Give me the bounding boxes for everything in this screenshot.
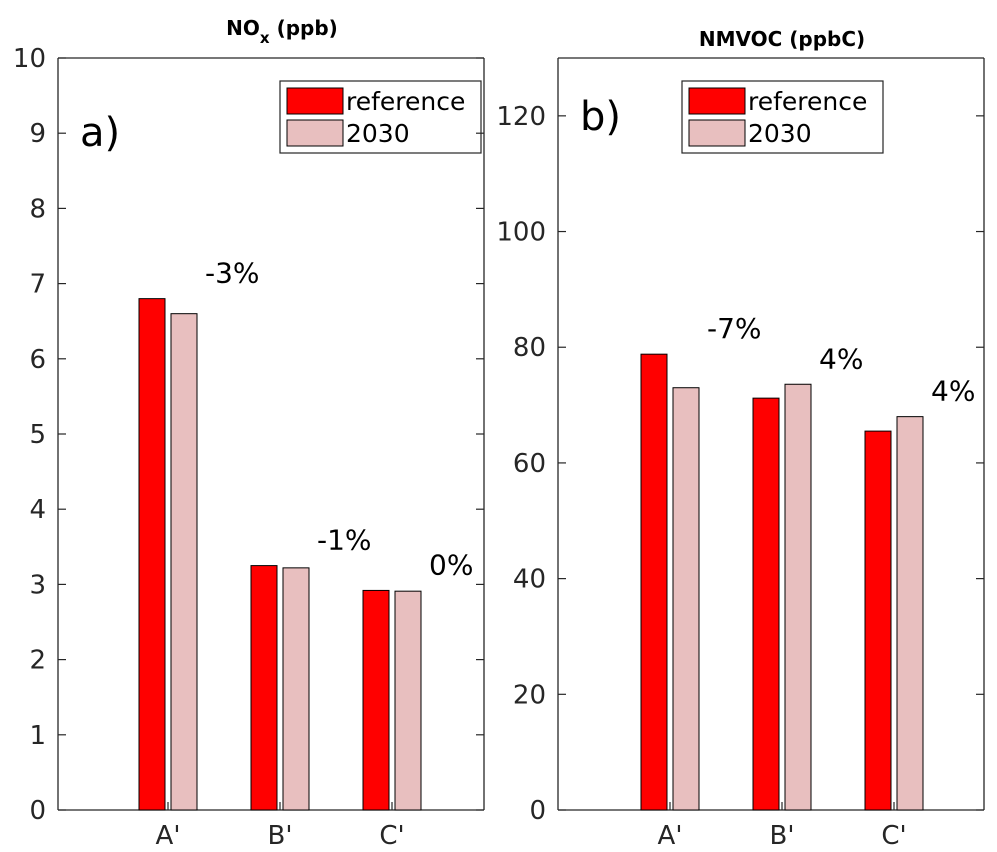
x-tick-label: B' [770,821,795,851]
panel-nmvoc: NMVOC (ppbC) b) reference 2030 0 20 40 60 80… [496,27,985,851]
bar-reference [864,430,892,811]
y-tick-label: 7 [29,270,46,300]
panel-title-nmvoc: NMVOC (ppbC) [699,27,865,51]
x-tick-label: C' [379,821,404,851]
legend-label-2030: 2030 [748,119,812,148]
y-tick-label: 100 [496,218,546,248]
y-tick-label: 0 [529,796,546,826]
panel-letter-b: b) [580,94,621,140]
panel-letter-a: a) [80,110,120,156]
y-tick-label: 3 [29,570,46,600]
legend-swatch-2030 [688,119,746,147]
bar-reference [250,565,278,811]
bar-2030 [282,567,310,811]
y-tick-label: 120 [496,102,546,132]
x-tick-label: A' [658,821,683,851]
bar-reference [138,298,166,811]
bar-reference [640,353,668,811]
legend-label-reference: reference [748,87,867,116]
bars: -3% -1% 0% [138,257,473,811]
y-tick-label: 1 [29,721,46,751]
bar-annotation: 4% [931,375,975,408]
y-tick-label: 6 [29,345,46,375]
legend-swatch-2030 [286,119,344,147]
legend-label-reference: reference [346,87,465,116]
bars: -7% 4% 4% [640,312,975,811]
x-tick-label: C' [881,821,906,851]
y-tick-label: 20 [513,680,546,710]
bar-annotation: -3% [205,257,260,290]
y-tick-label: 9 [29,119,46,149]
bar-2030 [672,387,700,811]
bar-annotation: -1% [317,524,372,557]
y-tick-label: 10 [13,44,46,74]
bar-annotation: 0% [429,548,473,581]
bar-annotation: -7% [707,312,762,345]
y-tick-label: 2 [29,646,46,676]
y-tick-label: 5 [29,420,46,450]
x-tick-label: A' [156,821,181,851]
bar-2030 [784,383,812,811]
bar-2030 [394,590,422,811]
x-tick-label: B' [268,821,293,851]
legend-swatch-reference [688,87,746,115]
panel-title-nox: NOx (ppb) [226,16,338,47]
legend-a: reference 2030 [279,80,482,154]
bar-annotation: 4% [819,342,863,375]
y-tick-label: 60 [513,449,546,479]
y-tick-label: 8 [29,194,46,224]
y-tick-label: 0 [29,796,46,826]
bar-reference [362,589,390,811]
legend-swatch-reference [286,87,344,115]
legend-b: reference 2030 [681,80,884,154]
bar-reference [752,397,780,811]
panel-nox: NOx (ppb) a) reference 2030 0 1 2 3 4 5 6 7 8 9 10… [13,16,485,851]
y-tick-label: 40 [513,565,546,595]
axes-a: 0 1 2 3 4 5 6 7 8 9 10 A' B' C' [13,44,485,851]
y-tick-label: 80 [513,333,546,363]
legend-label-2030: 2030 [346,119,410,148]
bar-2030 [170,313,198,811]
y-tick-label: 4 [29,495,46,525]
bar-2030 [896,416,924,811]
